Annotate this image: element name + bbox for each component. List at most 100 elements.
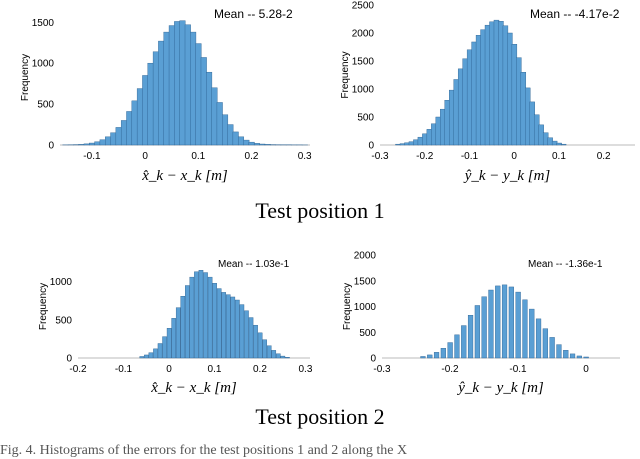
- histogram-bar: [181, 296, 185, 358]
- histogram-bar: [485, 25, 490, 145]
- histogram-bar: [244, 311, 248, 358]
- histogram-bar: [463, 59, 468, 145]
- histogram-bar: [422, 134, 427, 145]
- histogram-bar: [111, 133, 117, 145]
- histogram-bar: [584, 357, 589, 358]
- y-tick-label: 2500: [352, 1, 375, 12]
- y-tick-label: 500: [357, 113, 374, 124]
- histogram-bar: [172, 318, 176, 358]
- histogram-bar: [228, 125, 234, 145]
- histogram-bar: [105, 137, 111, 145]
- histogram-bar: [543, 329, 548, 358]
- histogram-bar: [498, 21, 503, 145]
- histogram-bar: [548, 138, 553, 145]
- histogram-bar: [536, 319, 541, 358]
- histogram-bar: [489, 290, 494, 358]
- histogram-bar: [521, 72, 526, 145]
- mean-annotation: Mean -- -1.36e-1: [528, 259, 603, 270]
- histogram-bar: [516, 292, 521, 358]
- histogram-bar: [206, 72, 212, 145]
- histogram-bar: [244, 140, 250, 145]
- histogram-bar: [494, 20, 499, 145]
- x-tick-label: -0.2: [416, 151, 434, 162]
- histogram-bar: [431, 124, 436, 145]
- histogram-bar: [231, 297, 235, 358]
- x-axis-label: ŷ_k − y_k [m]: [456, 380, 544, 396]
- histogram-bar: [495, 286, 500, 358]
- histogram-bar: [530, 102, 535, 145]
- histogram-bar: [212, 88, 218, 145]
- histogram-bar: [525, 88, 530, 145]
- x-tick-label: -0.3: [373, 364, 391, 375]
- y-tick-label: 2000: [354, 251, 377, 262]
- x-tick-label: -0.1: [83, 151, 101, 162]
- histogram-bar: [557, 143, 562, 145]
- histogram-bar: [263, 340, 267, 358]
- histogram-bar: [100, 140, 106, 145]
- histogram-bar: [144, 355, 148, 358]
- histogram-bar: [455, 335, 460, 358]
- x-tick-label: 0: [583, 364, 589, 375]
- histogram-bar: [153, 349, 157, 358]
- histogram-bar: [476, 35, 481, 145]
- histogram-bar: [249, 318, 253, 358]
- histogram-bar: [509, 287, 514, 358]
- histogram-bar: [543, 133, 548, 145]
- histogram-bar: [534, 115, 539, 145]
- histogram-bar: [267, 346, 271, 358]
- histogram-bar: [167, 328, 171, 358]
- histogram-bar: [203, 273, 207, 358]
- y-tick-label: 2000: [352, 29, 375, 40]
- histogram-bar: [208, 277, 212, 358]
- histogram-bar: [440, 109, 445, 145]
- histogram-bar: [400, 144, 405, 145]
- histogram-bar: [185, 286, 189, 358]
- x-tick-label: -0.2: [69, 364, 87, 375]
- histogram-bar: [213, 283, 217, 358]
- histogram-bar: [235, 300, 239, 358]
- histogram-bar: [413, 140, 418, 145]
- y-tick-label: 500: [37, 100, 54, 111]
- x-tick-label: 0.3: [298, 151, 312, 162]
- histogram-bar: [158, 344, 162, 359]
- histogram-bar: [421, 356, 426, 358]
- y-tick-label: 0: [370, 354, 376, 365]
- histogram-bar: [163, 337, 167, 358]
- histogram-bar: [137, 89, 143, 145]
- x-tick-label: -0.3: [371, 151, 389, 162]
- histogram-bar: [561, 144, 566, 145]
- y-tick-label: 0: [368, 141, 374, 152]
- histogram-bar: [95, 142, 101, 145]
- histogram-bar: [482, 297, 487, 358]
- histogram-bar: [185, 25, 191, 145]
- histogram-bar: [217, 102, 223, 145]
- x-tick-label: 0: [142, 151, 148, 162]
- histogram-bar: [449, 90, 454, 145]
- histogram-bar: [132, 101, 138, 145]
- histogram-bar: [190, 277, 194, 358]
- histogram-bar: [458, 69, 463, 145]
- histogram-bar: [441, 348, 446, 358]
- histogram-bar: [539, 125, 544, 145]
- histogram-bar: [176, 308, 180, 358]
- histogram-bar: [550, 337, 555, 358]
- histogram-bar: [126, 111, 132, 145]
- histogram-bar: [563, 350, 568, 358]
- histogram-bar: [552, 141, 557, 145]
- histogram-bar: [512, 44, 517, 145]
- histogram-bar: [276, 354, 280, 358]
- histogram-bar: [249, 142, 255, 145]
- histogram-bar: [523, 300, 528, 358]
- y-tick-label: 1500: [354, 276, 377, 287]
- histogram-bar: [84, 144, 90, 145]
- mean-annotation: Mean -- 1.03e-1: [218, 259, 290, 270]
- histogram-bar: [448, 343, 453, 358]
- histogram-bar: [404, 143, 409, 145]
- histogram-bar: [148, 63, 154, 145]
- x-tick-label: 0.2: [253, 364, 267, 375]
- histogram-bar: [434, 352, 439, 358]
- y-axis-label: Frequency: [38, 283, 49, 330]
- histogram-bar: [194, 272, 198, 358]
- histogram-bar: [475, 305, 480, 358]
- y-tick-label: 1000: [32, 59, 55, 70]
